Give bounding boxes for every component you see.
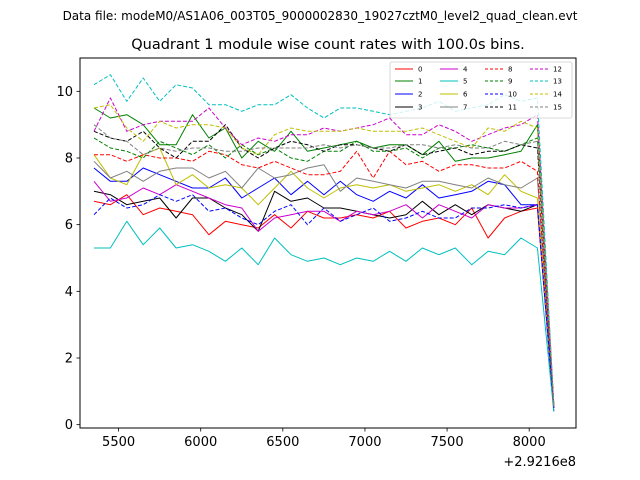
legend-label-0: 0 [418, 66, 422, 74]
legend-label-9: 9 [508, 78, 512, 86]
legend-label-15: 15 [553, 104, 562, 112]
legend-label-3: 3 [418, 104, 422, 112]
x-tick-label: 6000 [184, 435, 217, 450]
y-tick-label: 4 [65, 285, 73, 300]
x-tick-label: 7000 [348, 435, 381, 450]
series-line-13 [93, 74, 555, 405]
x-tick-label: 6500 [266, 435, 299, 450]
legend-label-6: 6 [463, 91, 468, 99]
legend-label-2: 2 [418, 91, 422, 99]
legend-label-10: 10 [508, 91, 517, 99]
series-line-11 [93, 124, 555, 405]
x-tick-label: 5500 [102, 435, 135, 450]
series-line-14 [93, 104, 555, 405]
x-tick-label: 8000 [513, 435, 546, 450]
legend-label-12: 12 [553, 66, 562, 74]
figure-suptitle: Data file: modeM0/AS1A06_003T05_90000028… [63, 9, 578, 23]
legend-label-4: 4 [463, 66, 468, 74]
series-line-15 [93, 124, 555, 405]
x-axis-offset-label: +2.9216e8 [503, 455, 576, 470]
axes-frame [79, 57, 577, 429]
y-tick-label: 0 [65, 418, 73, 433]
legend-label-11: 11 [508, 104, 517, 112]
x-tick-label: 7500 [431, 435, 464, 450]
y-tick-label: 2 [65, 352, 73, 367]
series-line-0 [93, 194, 555, 409]
y-tick-label: 8 [65, 152, 73, 167]
legend-box [389, 61, 573, 119]
legend-label-1: 1 [418, 78, 422, 86]
series-line-7 [93, 160, 555, 409]
y-tick-label: 6 [65, 218, 73, 233]
y-tick-label: 10 [56, 85, 73, 100]
y-axis: 0 2 4 6 8 10 [56, 85, 80, 433]
legend-label-8: 8 [508, 66, 512, 74]
x-axis: 5500 6000 6500 7000 7500 8000 [102, 428, 546, 450]
legend-label-5: 5 [463, 78, 467, 86]
chart-title: Quadrant 1 module wise count rates with … [131, 37, 525, 53]
series-line-10 [93, 194, 555, 409]
plot-lines [93, 74, 555, 412]
series-line-12 [93, 97, 555, 405]
series-line-1 [93, 107, 555, 409]
series-line-8 [94, 150, 555, 405]
legend-label-13: 13 [553, 78, 562, 86]
series-line-5 [94, 220, 555, 412]
legend-label-7: 7 [463, 104, 467, 112]
series-line-4 [93, 180, 555, 409]
series-line-6 [93, 147, 555, 409]
legend-label-14: 14 [553, 91, 562, 99]
